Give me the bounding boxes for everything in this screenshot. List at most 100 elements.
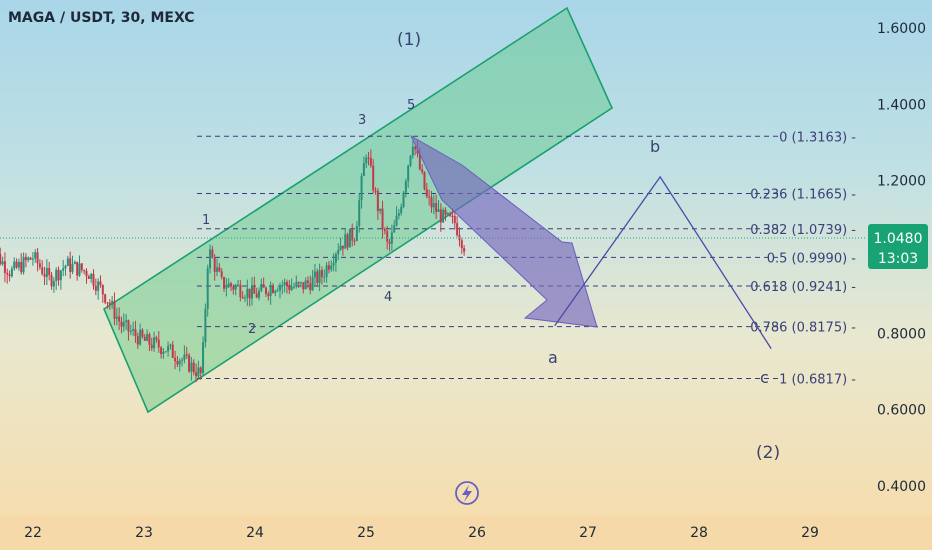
candle-body [183, 354, 186, 360]
candle-body [260, 284, 263, 291]
candle-body [176, 361, 179, 365]
candle-body [295, 282, 298, 287]
candle-body [15, 261, 18, 268]
candle-body [136, 336, 139, 345]
candle-body [1, 261, 4, 265]
candle-body [348, 228, 351, 248]
candle-body [92, 273, 95, 286]
candle-body [192, 362, 195, 373]
candle-body [118, 316, 121, 322]
candle-body [320, 270, 323, 277]
candle-body [125, 320, 128, 323]
candle-body [332, 262, 335, 266]
candle-body [283, 282, 286, 286]
x-tick-2: 24 [246, 525, 264, 541]
candle-body [164, 351, 167, 353]
candle-body [416, 149, 419, 154]
candle-body [255, 293, 258, 298]
candle-body [244, 297, 247, 299]
candle-body [24, 256, 27, 261]
candle-body [430, 197, 433, 208]
candle-body [365, 157, 368, 164]
time-scale[interactable]: 22 23 24 25 26 27 28 29 [24, 525, 819, 541]
candle-body [276, 290, 279, 292]
candle-body [404, 181, 407, 193]
projection-path [554, 175, 772, 349]
candle-body [162, 351, 165, 354]
candle-body [262, 284, 265, 288]
wave-label-4: 4 [384, 290, 392, 305]
candle-body [369, 157, 372, 166]
candle-body [195, 372, 198, 377]
lightning-icon[interactable] [455, 481, 479, 505]
candle-body [274, 290, 277, 293]
candle-body [155, 337, 158, 340]
candle-body [45, 268, 48, 277]
candle-body [411, 146, 414, 156]
candle-body [190, 362, 193, 372]
candle-body [97, 281, 100, 291]
candle-body [288, 285, 291, 290]
candle-body [453, 215, 456, 224]
wave-label-a: a [548, 348, 558, 367]
candle-body [269, 286, 272, 296]
candle-body [20, 262, 23, 273]
candle-body [267, 293, 270, 296]
candle-body [435, 203, 438, 212]
candle-body [388, 241, 391, 244]
candle-body [115, 316, 118, 319]
candle-body [204, 308, 207, 343]
candle-body [150, 344, 153, 349]
candle-body [442, 209, 445, 223]
x-tick-5: 27 [579, 525, 597, 541]
candle-body [376, 190, 379, 212]
candle-body [218, 267, 221, 272]
candle-body [71, 264, 74, 272]
candle-body [316, 271, 319, 283]
candle-body [246, 288, 249, 298]
fib-label-6: 1 (0.6817) - [779, 372, 856, 387]
candle-body [253, 285, 256, 294]
candle-body [34, 252, 37, 259]
y-tick-0: 0.4000 [877, 479, 926, 495]
candle-body [337, 250, 340, 255]
candle-body [57, 269, 60, 281]
candle-body [372, 165, 375, 191]
candle-body [90, 273, 93, 279]
candle-body [80, 263, 83, 271]
candle-body [223, 277, 226, 289]
candle-body [120, 321, 123, 327]
wave-label-1: 1 [202, 213, 210, 228]
candle-body [257, 290, 260, 298]
wave-label-b: b [650, 137, 660, 156]
wave-label-degree-1: (1) [397, 30, 421, 50]
candle-body [230, 283, 233, 287]
price-candles [0, 140, 466, 383]
candle-body [113, 301, 116, 319]
candle-body [414, 146, 417, 150]
candle-body [132, 329, 135, 331]
candle-body [6, 272, 9, 275]
candle-body [94, 285, 97, 291]
chart-title: MAGA / USDT, 30, MEXC [8, 10, 195, 26]
x-tick-7: 29 [801, 525, 819, 541]
fib-label-0: 0 (1.3163) - [779, 130, 856, 145]
time-scale-background [0, 516, 932, 550]
candle-body [460, 240, 463, 249]
candle-body [211, 249, 214, 258]
candle-body [386, 231, 389, 242]
wave-label-5: 5 [407, 98, 415, 113]
candle-body [36, 252, 39, 264]
candle-body [73, 261, 76, 265]
wave-label-2: 2 [248, 322, 256, 337]
candle-body [108, 302, 111, 305]
candle-body [139, 329, 142, 345]
candle-body [129, 330, 132, 332]
candle-body [341, 245, 344, 249]
candle-body [160, 347, 163, 354]
projection-arrow [409, 134, 598, 328]
candle-body [225, 287, 228, 289]
candle-body [122, 322, 125, 327]
candle-body [402, 192, 405, 207]
candle-body [202, 342, 205, 373]
